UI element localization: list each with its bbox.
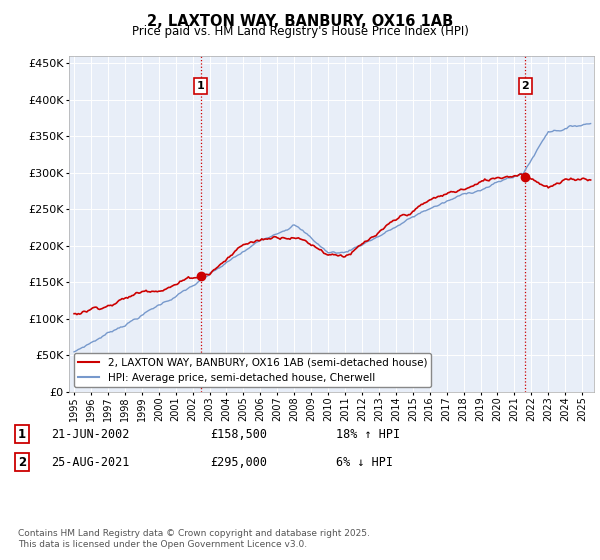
Text: 18% ↑ HPI: 18% ↑ HPI: [336, 427, 400, 441]
Text: Contains HM Land Registry data © Crown copyright and database right 2025.
This d: Contains HM Land Registry data © Crown c…: [18, 529, 370, 549]
Text: 2, LAXTON WAY, BANBURY, OX16 1AB: 2, LAXTON WAY, BANBURY, OX16 1AB: [147, 14, 453, 29]
Text: 1: 1: [197, 81, 205, 91]
Text: 6% ↓ HPI: 6% ↓ HPI: [336, 455, 393, 469]
Text: 2: 2: [18, 455, 26, 469]
Text: 25-AUG-2021: 25-AUG-2021: [51, 455, 130, 469]
Legend: 2, LAXTON WAY, BANBURY, OX16 1AB (semi-detached house), HPI: Average price, semi: 2, LAXTON WAY, BANBURY, OX16 1AB (semi-d…: [74, 353, 431, 387]
Text: 21-JUN-2002: 21-JUN-2002: [51, 427, 130, 441]
Text: 2: 2: [521, 81, 529, 91]
Text: £295,000: £295,000: [210, 455, 267, 469]
Text: £158,500: £158,500: [210, 427, 267, 441]
Text: 1: 1: [18, 427, 26, 441]
Text: Price paid vs. HM Land Registry's House Price Index (HPI): Price paid vs. HM Land Registry's House …: [131, 25, 469, 38]
